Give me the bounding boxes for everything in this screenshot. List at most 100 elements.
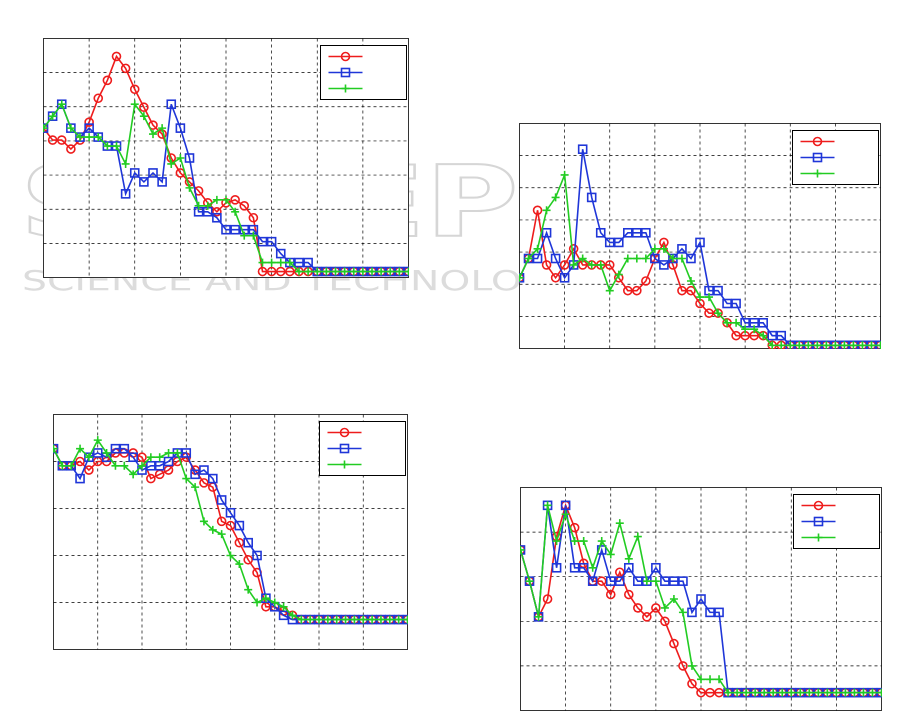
data-point (119, 443, 130, 454)
data-point (128, 452, 138, 463)
data-point (199, 517, 208, 526)
data-point (386, 267, 395, 276)
legend (319, 421, 406, 476)
data-point (266, 236, 277, 247)
chart-panel-top-left (43, 38, 409, 278)
data-point (550, 253, 561, 264)
data-point (148, 168, 158, 178)
data-point (130, 100, 139, 109)
data-point (859, 688, 868, 697)
data-point (275, 266, 286, 277)
data-point (614, 270, 623, 279)
data-point (93, 436, 102, 445)
data-point (686, 253, 696, 264)
data-point (868, 688, 877, 697)
data-point (84, 123, 94, 133)
data-point (295, 267, 303, 276)
data-point (350, 615, 359, 624)
data-point (243, 537, 253, 548)
data-point (669, 576, 679, 586)
data-point (157, 177, 167, 187)
data-point (632, 227, 642, 238)
data-point (641, 254, 650, 263)
data-point (166, 99, 177, 110)
data-point (715, 675, 724, 684)
data-point (257, 236, 268, 247)
data-point (733, 688, 742, 697)
data-point (633, 576, 643, 586)
data-point (687, 607, 697, 618)
data-point (578, 254, 587, 263)
data-point (199, 465, 209, 475)
data-point (569, 562, 580, 573)
data-point (184, 153, 195, 163)
data-point (267, 258, 276, 267)
data-point (615, 519, 624, 528)
data-point (714, 607, 724, 618)
data-point (677, 254, 686, 263)
data-point (650, 244, 659, 253)
data-point (596, 545, 607, 555)
data-point (614, 576, 625, 586)
data-point (805, 688, 814, 697)
data-point (651, 603, 661, 613)
data-point (341, 615, 350, 624)
data-point (632, 285, 642, 296)
data-point (587, 260, 596, 269)
data-point (550, 272, 561, 283)
data-point (741, 325, 750, 334)
data-point (541, 260, 552, 270)
data-point (723, 318, 732, 327)
data-point (823, 688, 832, 697)
chart-panel-bottom-right (520, 487, 882, 711)
data-point (154, 460, 165, 471)
data-point (561, 510, 570, 519)
data-point (181, 448, 192, 458)
data-point (217, 530, 226, 539)
data-point (588, 563, 597, 572)
data-point (139, 102, 149, 113)
data-point (877, 688, 882, 697)
data-point (368, 615, 377, 624)
data-point (560, 500, 571, 511)
data-point (225, 520, 236, 531)
data-point (266, 266, 277, 277)
data-point (858, 341, 867, 349)
data-point (543, 501, 552, 510)
data-point (230, 195, 240, 205)
data-point (376, 615, 385, 624)
data-point (297, 615, 306, 624)
data-point (660, 603, 669, 612)
data-point (605, 286, 614, 295)
data-point (111, 461, 120, 470)
data-point (216, 495, 227, 505)
data-point (642, 577, 651, 586)
data-point (403, 615, 408, 624)
data-point (75, 473, 85, 484)
data-point (769, 688, 778, 697)
data-point (831, 341, 840, 349)
data-point (534, 612, 543, 621)
data-point (697, 675, 705, 684)
data-point (212, 206, 222, 217)
data-point (257, 266, 268, 277)
data-point (705, 687, 715, 698)
data-point (93, 93, 104, 104)
legend-marker-2 (813, 516, 824, 527)
data-point (84, 117, 94, 127)
data-point (714, 309, 723, 318)
data-point (632, 254, 641, 263)
data-point (279, 602, 288, 611)
data-point (248, 212, 259, 223)
data-point (633, 603, 643, 613)
data-point (66, 144, 76, 154)
data-point (173, 448, 182, 457)
data-point (678, 576, 688, 586)
data-point (239, 201, 250, 211)
data-point (525, 577, 534, 586)
data-point (243, 554, 253, 565)
data-point (804, 341, 813, 349)
data-point (137, 452, 147, 463)
data-point (650, 253, 660, 264)
data-point (158, 124, 167, 133)
